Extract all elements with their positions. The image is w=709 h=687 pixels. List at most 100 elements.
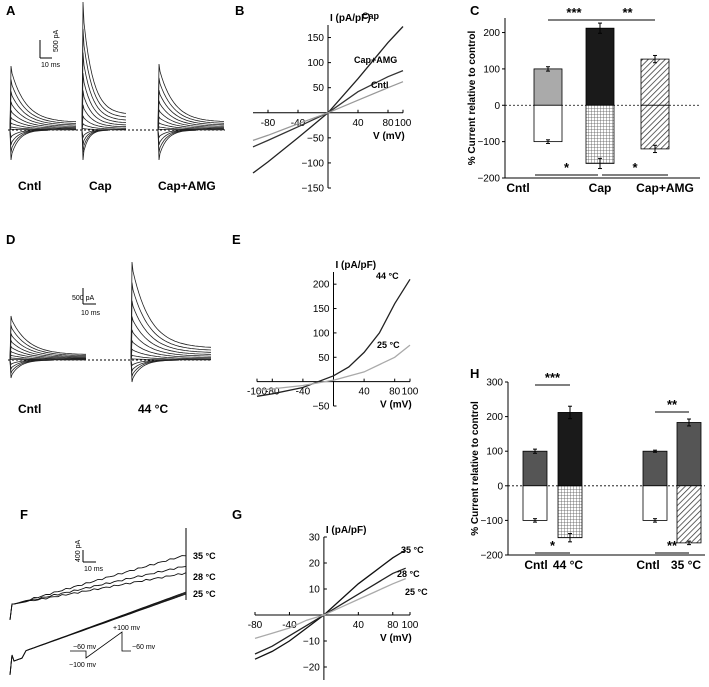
panel-g-series-2 [254, 577, 406, 640]
panel-g-x-tick-label-0: -80 [248, 620, 263, 631]
panel-c-category-label-2: Cap+AMG [636, 181, 694, 195]
panel-e-y-tick-label-4: 200 [313, 280, 330, 291]
panel-letter-f: F [20, 507, 28, 522]
panel-d-44c-trace-up-2 [130, 354, 211, 361]
panel-b-x-tick-label-2: 40 [352, 118, 364, 129]
panel-a-cap-trace-up-6 [81, 73, 127, 131]
panel-d-cntl-trace-up-9 [9, 315, 86, 361]
panel-e-x-tick-label-5: 100 [402, 387, 419, 398]
panel-e-y-tick-label-1: 50 [318, 353, 330, 364]
panel-h-y-tick-label-5: 300 [486, 378, 503, 389]
panel-f-scale-time: 10 ms [84, 566, 104, 573]
panel-d-cntl-trace-up-6 [9, 338, 87, 361]
panel-a-cntl-trace-down-4 [9, 129, 49, 161]
panel-d-44c-trace-up-7 [130, 300, 211, 361]
panel-a-traces: 500 pA 10 ms Cntl Cap Cap+AMG [8, 1, 225, 193]
panel-e-y-tick-label-2: 100 [313, 328, 330, 339]
panel-e-series-label-0: 44 °C [376, 271, 399, 281]
protocol-start-label: −60 mv [73, 644, 97, 651]
panel-e-x-axis-label: V (mV) [380, 400, 412, 411]
panel-h-y-tick-label-3: 100 [486, 447, 503, 458]
panel-d-44c-trace-up-4 [130, 339, 211, 361]
panel-h-y-tick-label-2: 0 [497, 481, 503, 492]
panel-b-x-tick-label-3: 80 [382, 118, 394, 129]
panel-f-trace-upper-0 [9, 555, 187, 621]
panel-a-group-cntl: Cntl [18, 179, 41, 193]
panel-d-traces: 500 pA 10 ms Cntl 44 °C [8, 261, 212, 416]
panel-e-x-tick-label-1: -80 [265, 387, 280, 398]
panel-h-sig-bottom-mark-1: ** [667, 538, 678, 553]
panel-a-scale-time: 10 ms [41, 62, 61, 69]
panel-a-group-cap-amg: Cap+AMG [158, 179, 216, 193]
panel-d-cntl-trace-down-4 [9, 359, 55, 379]
panel-h-bar-inward-2 [642, 485, 668, 521]
panel-b-series-label-0: Cap [362, 11, 380, 21]
panel-h-category-label-3: 35 °C [671, 558, 701, 572]
panel-d-scale-current: 500 pA [72, 295, 95, 302]
panel-b-x-axis-label: V (mV) [373, 131, 405, 142]
panel-a-cntl-trace-up-8 [9, 79, 77, 131]
panel-h-y-tick-label-1: −100 [480, 516, 503, 527]
panel-a-group-cap: Cap [89, 179, 112, 193]
panel-f-temp-28: 28 °C [193, 572, 216, 582]
panel-f-scale-bar: 400 pA 10 ms [75, 539, 104, 573]
panel-a-cntl-trace-up-3 [9, 122, 76, 131]
panel-g-x-axis-label: V (mV) [380, 633, 412, 644]
panel-c-bar-outward-2 [640, 58, 670, 106]
panel-d-cntl-trace-up-2 [9, 357, 86, 361]
panel-d-44c-trace-up-6 [130, 316, 212, 361]
panel-c-y-tick-label-0: −200 [477, 174, 500, 185]
panel-letter-c: C [470, 3, 480, 18]
panel-h-y-axis-label: % Current relative to control [470, 401, 481, 536]
panel-h-y-tick-label-4: 200 [486, 412, 503, 423]
panel-a-cap-amg-trace-up-2 [157, 126, 224, 131]
panel-f-trace-upper-1 [9, 565, 187, 621]
panel-c-y-tick-label-3: 100 [483, 64, 500, 75]
panel-a-cap-amg-trace-up-5 [157, 109, 225, 131]
panel-e-series-1 [256, 344, 411, 392]
panel-g-series-0 [254, 549, 407, 660]
panel-c-sig-top-mark-1: ** [622, 5, 633, 20]
panel-b-x-tick-label-4: 100 [395, 118, 412, 129]
panel-d-cntl-trace-up-7 [9, 333, 87, 361]
panel-c-bar-inward-2 [640, 104, 670, 150]
panel-d-44c-trace-up-8 [130, 282, 212, 361]
panel-f-voltage-protocol: −60 mv −100 mv +100 mv −60 mv [69, 625, 156, 669]
panel-a-cap-amg-trace-up-4 [157, 115, 224, 131]
panel-d-scale-time: 10 ms [81, 310, 101, 317]
panel-e-x-tick-label-3: 40 [359, 387, 371, 398]
panel-d-group-cntl: Cntl [18, 402, 41, 416]
panel-g-iv-plot: -80 -40 40 80 100 −20 −10 10 20 30 I (pA/pF) V (mV)… [248, 525, 428, 680]
protocol-min-label: −100 mv [69, 662, 97, 669]
panel-c-bar-inward-1 [585, 104, 615, 164]
panel-a-cap-trace-up-3 [81, 115, 127, 131]
panel-a-cap-amg-trace-down-4 [157, 129, 197, 161]
panel-a-scale-current: 500 pA [53, 29, 60, 52]
panel-a-cap-trace-up-8 [81, 28, 127, 131]
panel-h-bar-inward-1 [557, 485, 583, 539]
panel-d-cntl-trace-up-5 [9, 345, 86, 361]
panel-c-bar-inward-0 [533, 104, 563, 143]
panel-f-trace-lower-1 [9, 592, 187, 676]
panel-h-sig-top-mark-1: ** [667, 397, 678, 412]
panel-a-cap-trace-up-5 [81, 90, 127, 131]
protocol-max-label: +100 mv [113, 625, 141, 632]
panel-e-series-0 [256, 278, 411, 397]
panel-g-series-1 [254, 567, 406, 655]
panel-c-sig-top-mark-0: *** [566, 5, 582, 20]
panel-h-category-label-1: 44 °C [553, 558, 583, 572]
panel-b-y-tick-label-2: −50 [307, 133, 324, 144]
panel-d-cntl-trace-up-3 [9, 354, 86, 361]
panel-a-cap-trace-up-7 [81, 52, 127, 131]
panel-f-trace-lower-2 [9, 593, 187, 676]
panel-letter-b: B [235, 3, 244, 18]
panel-g-x-tick-label-2: 40 [353, 620, 365, 631]
panel-b-y-tick-label-5: 150 [307, 33, 324, 44]
panel-a-scale-bar: 500 pA 10 ms [39, 29, 61, 69]
panel-b-series-2 [252, 81, 404, 142]
panel-d-44c-trace-up-9 [130, 261, 212, 361]
panel-h-bar-inward-3 [676, 485, 702, 544]
panel-b-y-axis-label: I (pA/pF) [330, 13, 371, 24]
panel-b-series-label-2: Cntl [371, 80, 389, 90]
panel-a-cap-amg-trace-up-8 [157, 77, 225, 131]
